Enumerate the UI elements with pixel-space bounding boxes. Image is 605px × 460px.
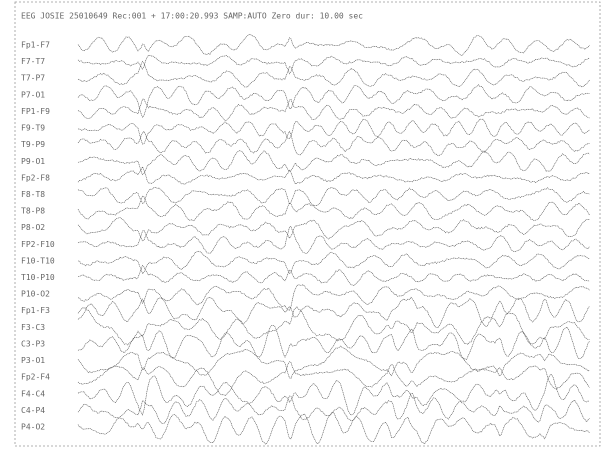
channel-label: Fp2-F8 — [21, 173, 50, 182]
channel-label: F3-C3 — [21, 323, 45, 332]
eeg-trace — [77, 373, 590, 416]
channel-label: C3-P3 — [21, 339, 45, 348]
channel-label: P4-O2 — [21, 423, 45, 432]
channel-label: C4-P4 — [21, 406, 45, 415]
eeg-trace — [77, 361, 590, 396]
eeg-trace — [77, 118, 590, 145]
eeg-trace — [77, 130, 590, 157]
eeg-trace — [77, 325, 590, 361]
header-text: EEG JOSIE 25010649 Rec:001 + 17:00:20.99… — [21, 12, 363, 21]
channel-label: F8-T8 — [21, 190, 45, 199]
eeg-trace — [77, 392, 590, 424]
eeg-trace — [77, 34, 590, 56]
channel-label: T9-P9 — [21, 140, 45, 149]
channel-label: P8-O2 — [21, 223, 45, 232]
channel-label: Fp2-F4 — [21, 373, 50, 382]
eeg-trace — [77, 284, 590, 311]
channel-labels: Fp1-F7 F7-T7 T7-P7 P7-O1 FP1-F9 F9-T9 T9-P9 P9-… — [21, 41, 55, 432]
frame — [14, 1, 601, 447]
channel-label: P3-O1 — [21, 356, 45, 365]
eeg-trace — [77, 165, 590, 185]
traces — [77, 34, 590, 445]
channel-label: P9-O1 — [21, 157, 45, 166]
channel-label: P10-O2 — [21, 290, 50, 299]
channel-label: T7-P7 — [21, 74, 45, 83]
channel-label: F10-T10 — [21, 256, 55, 265]
eeg-trace — [77, 216, 590, 242]
eeg-trace — [77, 60, 590, 88]
eeg-trace — [77, 264, 590, 286]
eeg-trace — [78, 250, 590, 275]
channel-label: Fp1-F3 — [21, 306, 50, 315]
eeg-trace — [77, 150, 590, 176]
eeg-trace — [77, 195, 590, 222]
channel-label: P7-O1 — [21, 90, 45, 99]
eeg-trace — [77, 296, 590, 328]
eeg-trace — [77, 186, 590, 207]
channel-label: Fp1-F7 — [21, 41, 50, 50]
eeg-trace — [77, 306, 590, 346]
channel-label: FP2-F10 — [21, 240, 55, 249]
channel-label: F7-T7 — [21, 57, 45, 66]
eeg-trace — [77, 55, 590, 75]
channel-label: T10-P10 — [21, 273, 55, 282]
channel-label: F4-C4 — [21, 389, 45, 398]
channel-label: F9-T9 — [21, 124, 45, 133]
eeg-trace — [77, 84, 590, 118]
eeg-trace — [77, 412, 590, 445]
eeg-trace — [77, 345, 590, 379]
eeg-trace — [77, 98, 590, 121]
channel-label: FP1-F9 — [21, 107, 50, 116]
channel-label: T8-P8 — [21, 207, 45, 216]
eeg-trace — [77, 226, 590, 254]
